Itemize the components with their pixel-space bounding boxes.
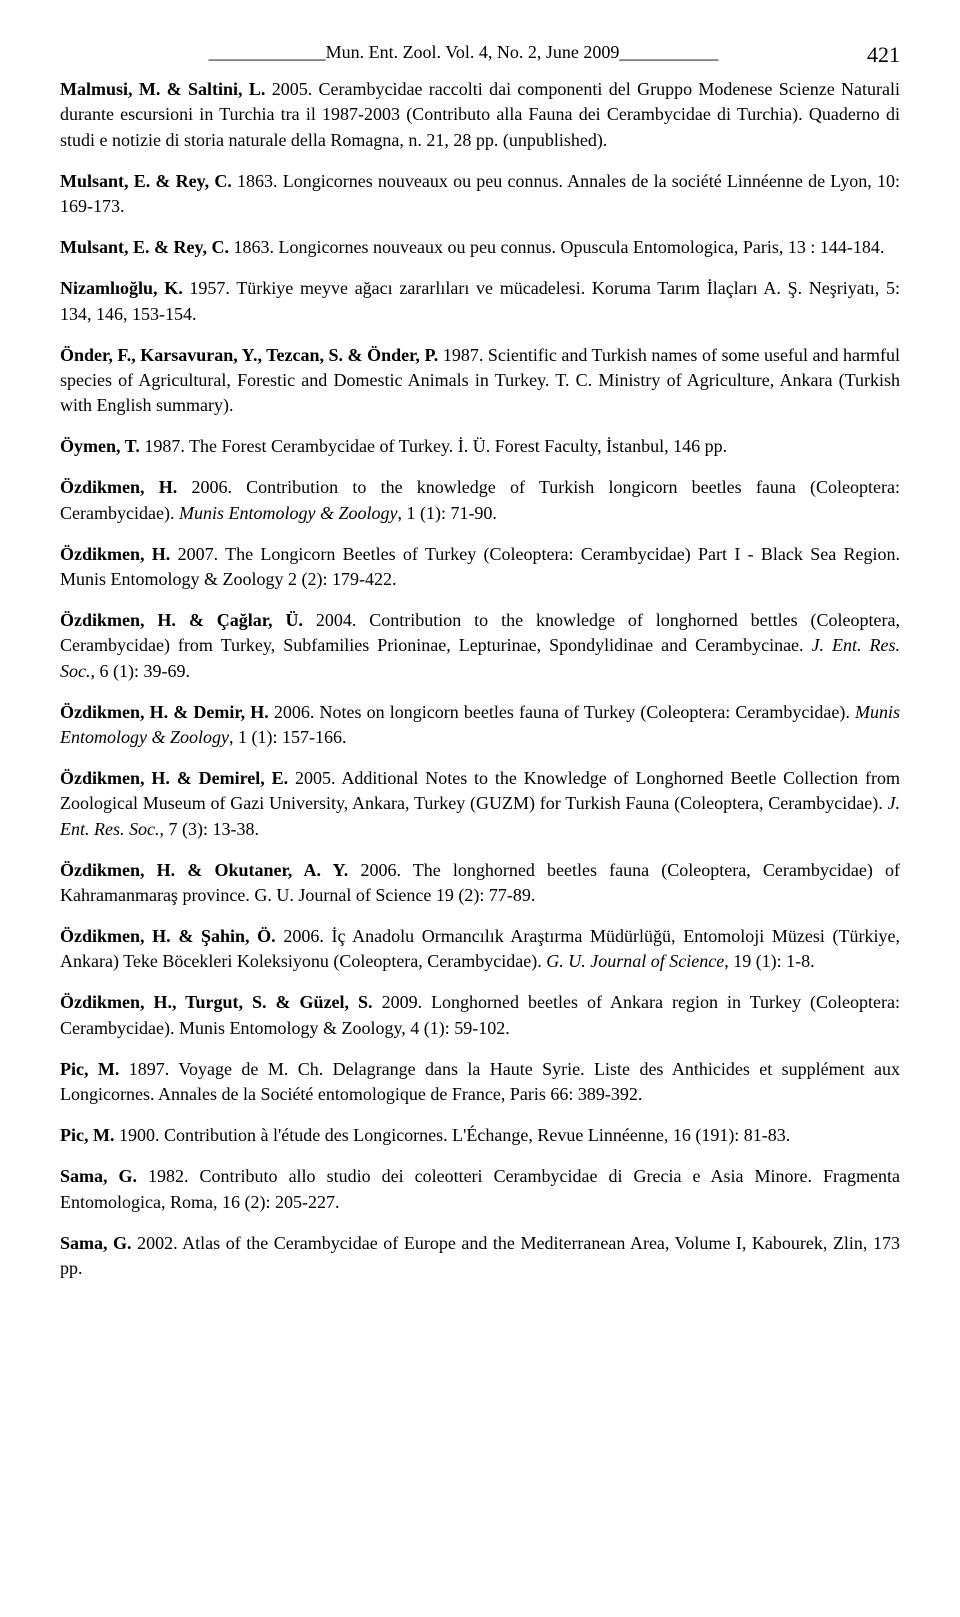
page-number: 421 [867,40,900,71]
reference-entry: Özdikmen, H. & Şahin, Ö. 2006. İç Anadol… [60,924,900,974]
header-title: Mun. Ent. Zool. Vol. 4, No. 2, June 2009 [326,42,620,62]
reference-authors: Pic, M. [60,1059,119,1079]
reference-authors: Önder, F., Karsavuran, Y., Tezcan, S. & … [60,345,438,365]
reference-entry: Sama, G. 1982. Contributo allo studio de… [60,1164,900,1214]
reference-text: 2006. Notes on longicorn beetles fauna o… [269,702,855,722]
header-line-prefix: _____________ [209,42,326,62]
reference-after: , 19 (1): 1-8. [724,951,814,971]
reference-after: , 1 (1): 157-166. [229,727,346,747]
reference-text: 1897. Voyage de M. Ch. Delagrange dans l… [60,1059,900,1104]
reference-entry: Mulsant, E. & Rey, C. 1863. Longicornes … [60,235,900,260]
reference-authors: Sama, G. [60,1233,132,1253]
reference-entry: Nizamlıoğlu, K. 1957. Türkiye meyve ağac… [60,276,900,326]
reference-authors: Özdikmen, H. & Demirel, E. [60,768,288,788]
reference-text: 2007. The Longicorn Beetles of Turkey (C… [60,544,900,589]
reference-authors: Pic, M. [60,1125,114,1145]
reference-authors: Özdikmen, H. & Şahin, Ö. [60,926,276,946]
reference-authors: Sama, G. [60,1166,137,1186]
reference-text: 1863. Longicornes nouveaux ou peu connus… [229,237,884,257]
reference-authors: Özdikmen, H. & Okutaner, A. Y. [60,860,348,880]
reference-entry: Sama, G. 2002. Atlas of the Cerambycidae… [60,1231,900,1281]
reference-text: 2002. Atlas of the Cerambycidae of Europ… [60,1233,900,1278]
reference-authors: Özdikmen, H. [60,477,177,497]
reference-text: 1957. Türkiye meyve ağacı zararlıları ve… [60,278,900,323]
reference-after: 6 (1): 39-69. [95,661,190,681]
reference-entry: Pic, M. 1900. Contribution à l'étude des… [60,1123,900,1148]
reference-authors: Öymen, T. [60,436,140,456]
reference-entry: Önder, F., Karsavuran, Y., Tezcan, S. & … [60,343,900,419]
reference-authors: Özdikmen, H. & Demir, H. [60,702,269,722]
reference-authors: Özdikmen, H. & Çağlar, Ü. [60,610,303,630]
reference-entry: Özdikmen, H., Turgut, S. & Güzel, S. 200… [60,990,900,1040]
reference-authors: Nizamlıoğlu, K. [60,278,183,298]
reference-journal: Munis Entomology & Zoology [179,503,398,523]
reference-entry: Malmusi, M. & Saltini, L. 2005. Cerambyc… [60,77,900,153]
reference-authors: Özdikmen, H., Turgut, S. & Güzel, S. [60,992,373,1012]
reference-entry: Pic, M. 1897. Voyage de M. Ch. Delagrang… [60,1057,900,1107]
reference-entry: Özdikmen, H. & Demirel, E. 2005. Additio… [60,766,900,842]
reference-text: 1987. The Forest Cerambycidae of Turkey.… [140,436,727,456]
reference-entry: Özdikmen, H. & Okutaner, A. Y. 2006. The… [60,858,900,908]
reference-entry: Özdikmen, H. 2007. The Longicorn Beetles… [60,542,900,592]
reference-entry: Mulsant, E. & Rey, C. 1863. Longicornes … [60,169,900,219]
reference-after: , 1 (1): 71-90. [397,503,496,523]
reference-authors: Malmusi, M. & Saltini, L. [60,79,265,99]
reference-entry: Özdikmen, H. 2006. Contribution to the k… [60,475,900,525]
reference-entry: Öymen, T. 1987. The Forest Cerambycidae … [60,434,900,459]
reference-authors: Mulsant, E. & Rey, C. [60,237,229,257]
reference-entry: Özdikmen, H. & Demir, H. 2006. Notes on … [60,700,900,750]
header-line-suffix: ___________ [619,42,718,62]
page-header: _____________Mun. Ent. Zool. Vol. 4, No.… [60,40,900,65]
reference-journal: G. U. Journal of Science [546,951,724,971]
reference-entry: Özdikmen, H. & Çağlar, Ü. 2004. Contribu… [60,608,900,684]
reference-authors: Özdikmen, H. [60,544,170,564]
reference-authors: Mulsant, E. & Rey, C. [60,171,232,191]
reference-text: 1900. Contribution à l'étude des Longico… [114,1125,790,1145]
reference-text: 1982. Contributo allo studio dei coleott… [60,1166,900,1211]
reference-after: , 7 (3): 13-38. [159,819,258,839]
